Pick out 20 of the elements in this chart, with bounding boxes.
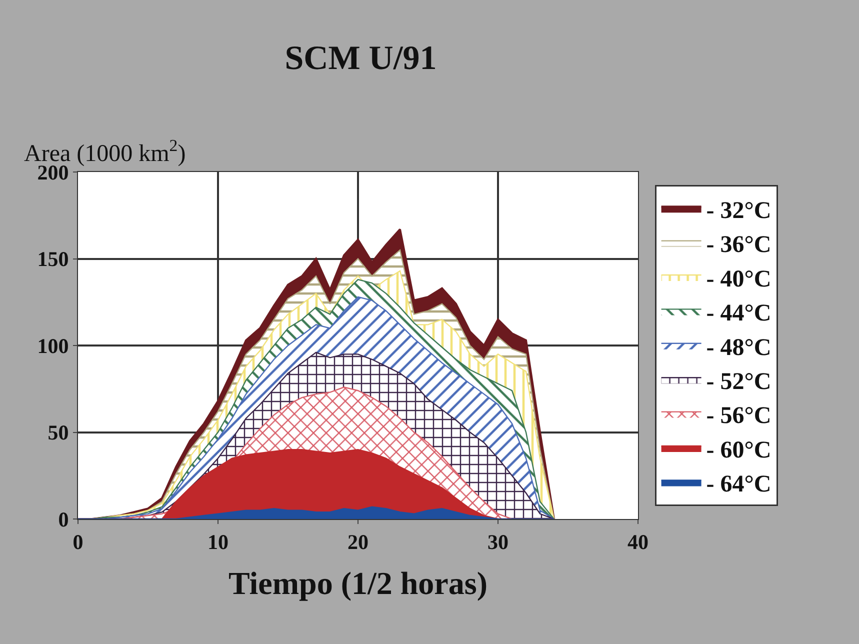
legend-label: - 40°C [706,266,772,292]
y-tick-label: 0 [58,507,69,532]
x-tick-label: 10 [208,530,228,554]
x-tick-label: 30 [488,530,508,554]
x-tick-label: 40 [628,530,648,554]
y-tick-label: 200 [37,160,69,184]
legend-label: - 44°C [706,300,772,327]
chart-title: SCM U/91 [284,40,437,77]
legend-label: - 52°C [706,368,772,395]
legend-label: - 48°C [706,334,772,361]
y-tick-label: 150 [37,247,69,272]
x-axis-title: Tiempo (1/2 horas) [228,565,488,602]
x-tick-label: 20 [348,530,368,554]
legend-label: - 36°C [706,232,772,258]
legend-label: - 64°C [706,472,772,498]
y-tick-label: 100 [37,334,69,358]
legend-label: - 32°C [706,198,772,224]
y-tick-label: 50 [48,420,69,445]
legend-label: - 60°C [706,437,772,464]
legend-label: - 56°C [706,403,772,430]
